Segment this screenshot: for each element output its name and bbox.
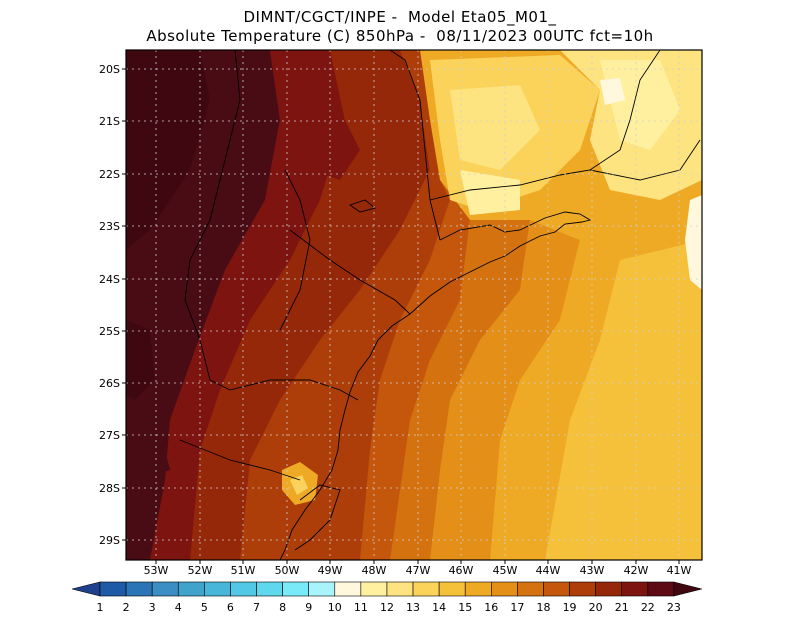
lat-label: 24S bbox=[99, 273, 120, 286]
chart-title-line-2: Absolute Temperature (C) 850hPa - 08/11/… bbox=[146, 27, 654, 45]
colorbar-swatch bbox=[543, 581, 570, 597]
colorbar-swatch bbox=[517, 581, 544, 597]
colorbar-label: 11 bbox=[354, 601, 368, 614]
lon-label: 50W bbox=[275, 564, 300, 577]
colorbar-swatch bbox=[386, 581, 414, 597]
colorbar-label: 4 bbox=[175, 601, 182, 614]
longitude-labels: 53W 52W 51W 50W 49W 48W 47W 46W 45W 44W … bbox=[144, 564, 692, 577]
lat-label: 25S bbox=[99, 325, 120, 338]
lon-label: 41W bbox=[667, 564, 692, 577]
colorbar-swatch bbox=[125, 581, 153, 597]
colorbar-label: 1 bbox=[97, 601, 104, 614]
colorbar-swatch bbox=[308, 581, 336, 597]
colorbar-label: 18 bbox=[536, 601, 550, 614]
lat-label: 26S bbox=[99, 377, 120, 390]
lat-label: 21S bbox=[99, 115, 120, 128]
lon-label: 45W bbox=[493, 564, 518, 577]
colorbar-swatch bbox=[204, 581, 231, 597]
colorbar-swatch bbox=[230, 581, 257, 597]
colorbar-label: 22 bbox=[641, 601, 655, 614]
state-border-sp bbox=[389, 50, 441, 241]
colorbar-labels: 1 2 3 4 5 6 7 8 9 10 11 12 13 14 15 16 17 18 19 20 21 22 23 bbox=[97, 601, 681, 614]
lon-label: 49W bbox=[318, 564, 343, 577]
colorbar-label: 12 bbox=[380, 601, 394, 614]
state-border-pr bbox=[289, 229, 411, 315]
colorbar-swatch bbox=[491, 581, 518, 597]
state-border-rj bbox=[589, 139, 701, 181]
lat-label: 29S bbox=[99, 534, 120, 547]
lon-label: 52W bbox=[188, 564, 213, 577]
state-border-sc bbox=[229, 379, 359, 401]
lon-label: 51W bbox=[231, 564, 256, 577]
lon-label: 46W bbox=[449, 564, 474, 577]
graticule bbox=[126, 50, 702, 560]
colorbar-swatch bbox=[595, 581, 623, 597]
lon-label: 48W bbox=[362, 564, 387, 577]
colorbar-swatch bbox=[334, 581, 362, 597]
colorbar-swatch bbox=[673, 581, 702, 597]
colorbar-label: 5 bbox=[201, 601, 208, 614]
lon-label: 43W bbox=[580, 564, 605, 577]
colorbar-label: 10 bbox=[328, 601, 342, 614]
colorbar-swatch bbox=[569, 581, 596, 597]
state-border-rs bbox=[179, 439, 301, 481]
lat-label: 20S bbox=[99, 63, 120, 76]
colorbar-swatch bbox=[151, 581, 179, 597]
colorbar-swatch bbox=[177, 581, 205, 597]
lon-label: 47W bbox=[406, 564, 431, 577]
colorbar-label: 20 bbox=[589, 601, 603, 614]
colorbar-swatch bbox=[438, 581, 466, 597]
colorbar bbox=[71, 581, 702, 597]
temperature-field bbox=[126, 50, 702, 560]
lat-label: 27S bbox=[99, 429, 120, 442]
coastline bbox=[279, 211, 592, 560]
colorbar-swatch bbox=[647, 581, 675, 597]
colorbar-label: 23 bbox=[667, 601, 681, 614]
colorbar-swatch bbox=[464, 581, 492, 597]
lat-label: 22S bbox=[99, 168, 120, 181]
colorbar-swatch bbox=[621, 581, 649, 597]
colorbar-label: 9 bbox=[305, 601, 312, 614]
colorbar-label: 14 bbox=[432, 601, 446, 614]
colorbar-swatch bbox=[256, 581, 283, 597]
coastline-and-borders bbox=[179, 50, 701, 560]
colorbar-swatch bbox=[360, 581, 388, 597]
river-parana bbox=[279, 169, 311, 331]
colorbar-swatch bbox=[71, 581, 101, 597]
country-border bbox=[184, 50, 241, 391]
lake bbox=[349, 199, 376, 213]
colorbar-label: 17 bbox=[510, 601, 524, 614]
lon-label: 42W bbox=[624, 564, 649, 577]
lat-label: 23S bbox=[99, 220, 120, 233]
map-frame bbox=[125, 49, 703, 561]
colorbar-swatch bbox=[412, 581, 440, 597]
colorbar-label: 21 bbox=[615, 601, 629, 614]
colorbar-label: 2 bbox=[123, 601, 130, 614]
chart-title-line-1: DIMNT/CGCT/INPE - Model Eta05_M01_ bbox=[243, 8, 557, 26]
colorbar-swatch bbox=[99, 581, 127, 597]
latitude-labels: 20S 21S 22S 23S 24S 25S 26S 27S 28S 29S bbox=[99, 63, 120, 547]
lat-label: 28S bbox=[99, 482, 120, 495]
colorbar-label: 15 bbox=[458, 601, 472, 614]
lon-label: 44W bbox=[536, 564, 561, 577]
lon-label: 53W bbox=[144, 564, 169, 577]
colorbar-swatch bbox=[282, 581, 309, 597]
colorbar-label: 7 bbox=[253, 601, 260, 614]
colorbar-label: 13 bbox=[406, 601, 420, 614]
colorbar-label: 16 bbox=[484, 601, 498, 614]
colorbar-label: 6 bbox=[227, 601, 234, 614]
colorbar-label: 3 bbox=[149, 601, 156, 614]
lagoon-dos-patos bbox=[294, 484, 341, 551]
colorbar-label: 8 bbox=[279, 601, 286, 614]
colorbar-label: 19 bbox=[563, 601, 577, 614]
lat-ticks bbox=[122, 68, 680, 564]
